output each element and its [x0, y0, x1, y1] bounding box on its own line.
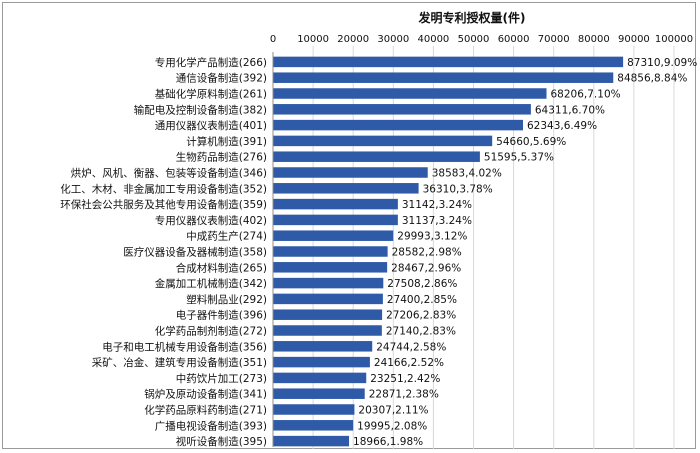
- bar: [273, 167, 428, 178]
- data-label: 28582,2.98%: [392, 247, 462, 259]
- category-label: 医疗仪器设备及器械制造(358): [123, 246, 267, 259]
- bar: [273, 198, 398, 210]
- data-label: 19995,2.08%: [357, 420, 427, 432]
- bar: [273, 151, 480, 162]
- x-tick-label: 10000: [297, 34, 329, 45]
- x-tick-label: 40000: [417, 34, 449, 45]
- data-label: 24744,2.58%: [376, 341, 446, 353]
- category-labels: 专用化学产品制造(266) 通信设备制造(392) 基础化学原料制造(261) 输配电…: [60, 56, 267, 448]
- data-label: 84856,8.84%: [617, 73, 687, 85]
- category-label: 计算机制造(391): [186, 135, 267, 148]
- data-label: 31137,3.24%: [402, 215, 472, 227]
- category-label: 视听设备制造(395): [176, 435, 267, 448]
- data-label: 27508,2.86%: [387, 278, 457, 290]
- data-label: 62343,6.49%: [527, 120, 597, 132]
- x-tick-label: 70000: [538, 34, 570, 45]
- data-label: 36310,3.78%: [423, 183, 493, 195]
- category-label: 电子器件制造(396): [176, 309, 267, 322]
- bar: [273, 262, 388, 273]
- data-label: 68206,7.10%: [551, 89, 621, 101]
- data-label: 18966,1.98%: [353, 436, 423, 448]
- x-tick-label: 50000: [458, 34, 490, 45]
- bar: [273, 341, 373, 352]
- bar: [273, 104, 531, 115]
- data-label: 27206,2.83%: [386, 310, 456, 322]
- category-label: 专用化学产品制造(266): [155, 56, 267, 69]
- bar: [273, 293, 383, 305]
- category-label: 电子和电工机械专用设备制造(356): [102, 340, 267, 353]
- category-label: 输配电及控制设备制造(382): [134, 103, 267, 116]
- bar: [273, 356, 370, 368]
- data-label: 87310,9.09%: [627, 57, 697, 69]
- bar: [273, 372, 367, 384]
- bar: [273, 183, 419, 194]
- chart-title: 发明专利授权量(件): [418, 10, 526, 25]
- data-label: 23251,2.42%: [370, 373, 440, 385]
- category-label: 通用仪器仪表制造(401): [155, 119, 267, 132]
- category-label: 烘炉、风机、衡器、包装等设备制造(346): [71, 167, 267, 180]
- bar: [273, 388, 365, 399]
- bar: [273, 309, 383, 320]
- x-tick-label: 0: [270, 34, 276, 45]
- x-tick-label: 100000: [655, 34, 693, 45]
- bar: [273, 88, 547, 99]
- x-tick-label: 80000: [578, 34, 610, 45]
- category-label: 化学药品原料药制造(271): [144, 404, 267, 417]
- data-label: 64311,6.70%: [535, 104, 605, 116]
- category-label: 金属加工机械制造(342): [155, 277, 267, 290]
- bar: [273, 119, 523, 131]
- bar: [273, 404, 355, 415]
- bar: [273, 325, 382, 336]
- data-labels: 87310,9.09% 84856,8.84% 68206,7.10% 64311,6…: [353, 57, 697, 448]
- data-label: 54660,5.69%: [496, 136, 566, 148]
- x-tick-label: 20000: [337, 34, 369, 45]
- data-label: 22871,2.38%: [369, 389, 439, 401]
- bar: [273, 135, 493, 147]
- bar: [273, 246, 388, 257]
- category-label: 合成材料制造(265): [176, 261, 267, 274]
- bar: [273, 420, 354, 431]
- bar: [273, 214, 398, 226]
- data-label: 31142,3.24%: [402, 199, 472, 211]
- bars: [273, 56, 624, 447]
- data-label: 27140,2.83%: [386, 326, 456, 338]
- data-label: 51595,5.37%: [484, 152, 554, 164]
- category-label: 中成药生产(274): [186, 230, 267, 243]
- category-label: 广播电视设备制造(393): [155, 419, 267, 432]
- x-tick-label: 90000: [618, 34, 650, 45]
- category-label: 塑料制品业(292): [186, 293, 267, 306]
- data-label: 38583,4.02%: [432, 168, 502, 180]
- data-label: 29993,3.12%: [397, 231, 467, 243]
- category-label: 专用仪器仪表制造(402): [155, 214, 267, 227]
- bar: [273, 56, 624, 68]
- bar: [273, 435, 350, 447]
- category-label: 锅炉及原动设备制造(341): [144, 388, 267, 401]
- bar: [273, 72, 614, 83]
- bar: [273, 277, 384, 289]
- x-tick-label: 30000: [377, 34, 409, 45]
- category-label: 采矿、冶金、建筑专用设备制造(351): [92, 356, 267, 369]
- category-label: 化工、木材、非金属加工专用设备制造(352): [60, 182, 267, 195]
- data-label: 20307,2.11%: [358, 405, 428, 417]
- x-axis-ticks: 0 10000 20000 30000 40000 50000 60000 70000 8000…: [270, 34, 693, 45]
- category-label: 化学药品制剂制造(272): [155, 325, 267, 338]
- category-label: 环保社会公共服务及其他专用设备制造(359): [60, 198, 267, 211]
- category-label: 通信设备制造(392): [176, 72, 267, 85]
- category-label: 生物药品制造(276): [176, 151, 267, 164]
- data-label: 27400,2.85%: [387, 294, 457, 306]
- category-label: 基础化学原料制造(261): [155, 88, 267, 101]
- category-label: 中药饮片加工(273): [176, 372, 267, 385]
- data-label: 24166,2.52%: [374, 357, 444, 369]
- x-tick-label: 60000: [498, 34, 530, 45]
- data-label: 28467,2.96%: [391, 262, 461, 274]
- bar: [273, 230, 394, 241]
